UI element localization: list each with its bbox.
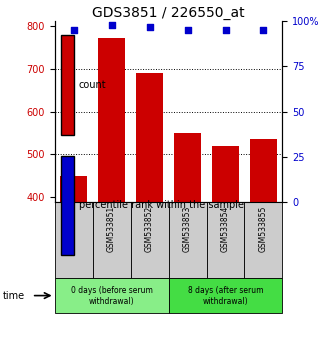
Text: GSM533853: GSM533853 xyxy=(183,206,192,252)
Bar xyxy=(206,202,245,278)
Bar xyxy=(131,202,169,278)
Text: GSM533855: GSM533855 xyxy=(259,206,268,252)
Bar xyxy=(250,139,277,354)
Bar xyxy=(92,202,131,278)
Bar xyxy=(212,146,239,354)
Bar xyxy=(174,133,201,354)
Bar xyxy=(98,39,125,354)
Point xyxy=(261,28,266,33)
Text: GSM533850: GSM533850 xyxy=(69,206,78,252)
Bar xyxy=(136,73,163,354)
Bar xyxy=(55,278,169,313)
Text: count: count xyxy=(79,80,106,90)
Text: GSM533851: GSM533851 xyxy=(107,206,116,252)
Text: GSM533852: GSM533852 xyxy=(145,206,154,252)
Bar xyxy=(60,176,87,354)
Point xyxy=(185,28,190,33)
Bar xyxy=(169,278,282,313)
Title: GDS3851 / 226550_at: GDS3851 / 226550_at xyxy=(92,6,245,20)
Text: time: time xyxy=(3,291,25,301)
Text: 0 days (before serum
withdrawal): 0 days (before serum withdrawal) xyxy=(71,286,152,306)
Bar xyxy=(245,202,282,278)
Text: 8 days (after serum
withdrawal): 8 days (after serum withdrawal) xyxy=(188,286,263,306)
Point xyxy=(71,28,76,33)
Text: GSM533854: GSM533854 xyxy=(221,206,230,252)
Point xyxy=(223,28,228,33)
Bar xyxy=(169,202,206,278)
Point xyxy=(147,24,152,29)
Point xyxy=(109,22,114,28)
Text: percentile rank within the sample: percentile rank within the sample xyxy=(79,200,244,210)
Bar xyxy=(55,202,92,278)
